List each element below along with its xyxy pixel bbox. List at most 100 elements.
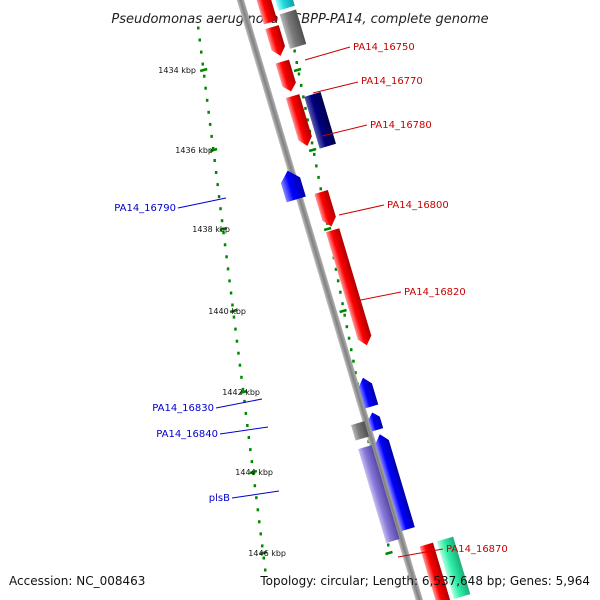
tick-label: 1434 kbp [158, 66, 196, 75]
gene-label-pa14-16830[interactable]: PA14_16830 [152, 403, 214, 414]
major-tick [229, 308, 238, 314]
tick-dot [200, 50, 203, 54]
tick-dot [228, 279, 231, 283]
major-tick [239, 389, 248, 395]
gene-label-plsb[interactable]: plsB [209, 493, 230, 504]
tick-dot [222, 231, 225, 235]
gene-arrow-pa14-16800[interactable] [314, 189, 338, 228]
accession-text: Accession: NC_008463 [9, 574, 145, 588]
tick-dot [258, 520, 261, 524]
tick-dot [295, 61, 298, 64]
map-title: Pseudomonas aeruginosa UCBPP-PA14, compl… [111, 12, 488, 27]
tick-label: 1446 kbp [248, 549, 286, 558]
tick-dot [231, 303, 234, 307]
tick-dot [264, 568, 267, 572]
major-tick [323, 226, 332, 232]
tick-dot [211, 146, 215, 150]
tick-dot [261, 544, 264, 548]
tick-dot [229, 291, 233, 295]
tick-marks [199, 67, 393, 556]
tick-dot [223, 243, 227, 247]
tick-dot [201, 62, 204, 66]
gene-label-pa14-16780[interactable]: PA14_16780 [370, 120, 432, 131]
tick-dot [197, 26, 200, 30]
tick-dot [334, 267, 338, 271]
tick-dot [246, 424, 249, 427]
tick-dot [217, 195, 221, 199]
gene-arrow-pa14-16820[interactable] [325, 228, 374, 347]
gene-label-pa14-16820[interactable]: PA14_16820 [404, 287, 466, 298]
gene-arrow-pa14-16790[interactable] [278, 168, 306, 203]
tick-dot [387, 543, 390, 547]
gene-arrow-gray[interactable] [279, 9, 307, 49]
major-tick [209, 147, 218, 153]
tick-labels: 1434 kbp 1436 kbp 1438 kbp 1440 kbp 1442… [158, 66, 286, 558]
tick-dot [243, 399, 246, 403]
tick-dot [304, 106, 307, 110]
tick-dot [226, 267, 230, 271]
gene-arrow-plsb[interactable] [373, 432, 415, 532]
gene-track [253, 0, 471, 600]
tick-dot [350, 348, 353, 352]
gene-arrow-pa14-16830[interactable] [356, 376, 379, 409]
major-tick [339, 308, 347, 314]
tick-dot [293, 49, 296, 53]
tick-dot [347, 336, 351, 340]
tick-dot [207, 110, 210, 114]
tick-dot [313, 152, 316, 156]
gene-arrow-pa14-16770[interactable] [275, 59, 298, 94]
tick-dot [220, 219, 224, 223]
major-tick [293, 67, 302, 73]
gene-label-pa14-16870[interactable]: PA14_16870 [446, 544, 508, 555]
gene-arrow-pa14-16750-b[interactable] [265, 25, 287, 58]
gene-label-pa14-16770[interactable]: PA14_16770 [361, 76, 423, 87]
gene-arrow-mint[interactable] [436, 536, 471, 599]
tick-dot [219, 207, 222, 211]
gene-arrow-pa14-16840[interactable] [367, 411, 384, 432]
major-tick [385, 550, 393, 556]
gene-arrow-pa14-16780[interactable] [285, 94, 314, 148]
tick-dot [216, 183, 219, 187]
major-tick [259, 550, 268, 556]
gene-label-pa14-16840[interactable]: PA14_16840 [156, 429, 218, 440]
gene-labels: PA14_16750 PA14_16770 PA14_16780 PA14_16… [114, 42, 508, 558]
tick-dot [214, 171, 218, 174]
gene-arrow-pa14-16750[interactable] [253, 0, 278, 25]
gene-arrow-cyan[interactable] [271, 0, 295, 11]
tick-dot [232, 315, 236, 319]
tick-dot [240, 375, 243, 379]
tick-dot [299, 83, 303, 87]
tick-dot [253, 484, 257, 488]
tick-label: 1444 kbp [235, 468, 273, 477]
tick-dot [345, 325, 349, 329]
tick-dot [250, 460, 254, 464]
tick-dot [234, 327, 237, 331]
tick-dot [241, 387, 245, 391]
gene-label-pa14-16790[interactable]: PA14_16790 [114, 203, 176, 214]
tick-dot [341, 302, 344, 306]
tick-dot [315, 164, 318, 168]
tick-label: 1438 kbp [192, 225, 230, 234]
tick-dot [204, 86, 207, 90]
tick-label: 1442 kbp [222, 388, 260, 397]
major-tick [308, 147, 317, 153]
gene-label-pa14-16800[interactable]: PA14_16800 [387, 200, 449, 211]
tick-label: 1436 kbp [175, 146, 213, 155]
tick-dot [343, 313, 346, 317]
tick-dot [256, 508, 260, 512]
tick-dot [310, 141, 314, 145]
gene-label-pa14-16750[interactable]: PA14_16750 [353, 42, 415, 53]
tick-dot [297, 72, 301, 76]
tick-dot [238, 363, 242, 367]
tick-dot [237, 351, 240, 355]
tick-dot [336, 279, 340, 283]
tick-dot [213, 159, 216, 162]
tick-dot [210, 134, 213, 138]
backbone [235, 0, 426, 600]
gene-arrow-pa14-16870[interactable] [419, 542, 451, 600]
gene-arrow-purple[interactable] [358, 445, 400, 544]
topology-text: Topology: circular; Length: 6,537,648 bp… [259, 574, 590, 588]
tick-dot [255, 496, 258, 500]
gene-arrow-gray-2[interactable] [351, 421, 369, 441]
